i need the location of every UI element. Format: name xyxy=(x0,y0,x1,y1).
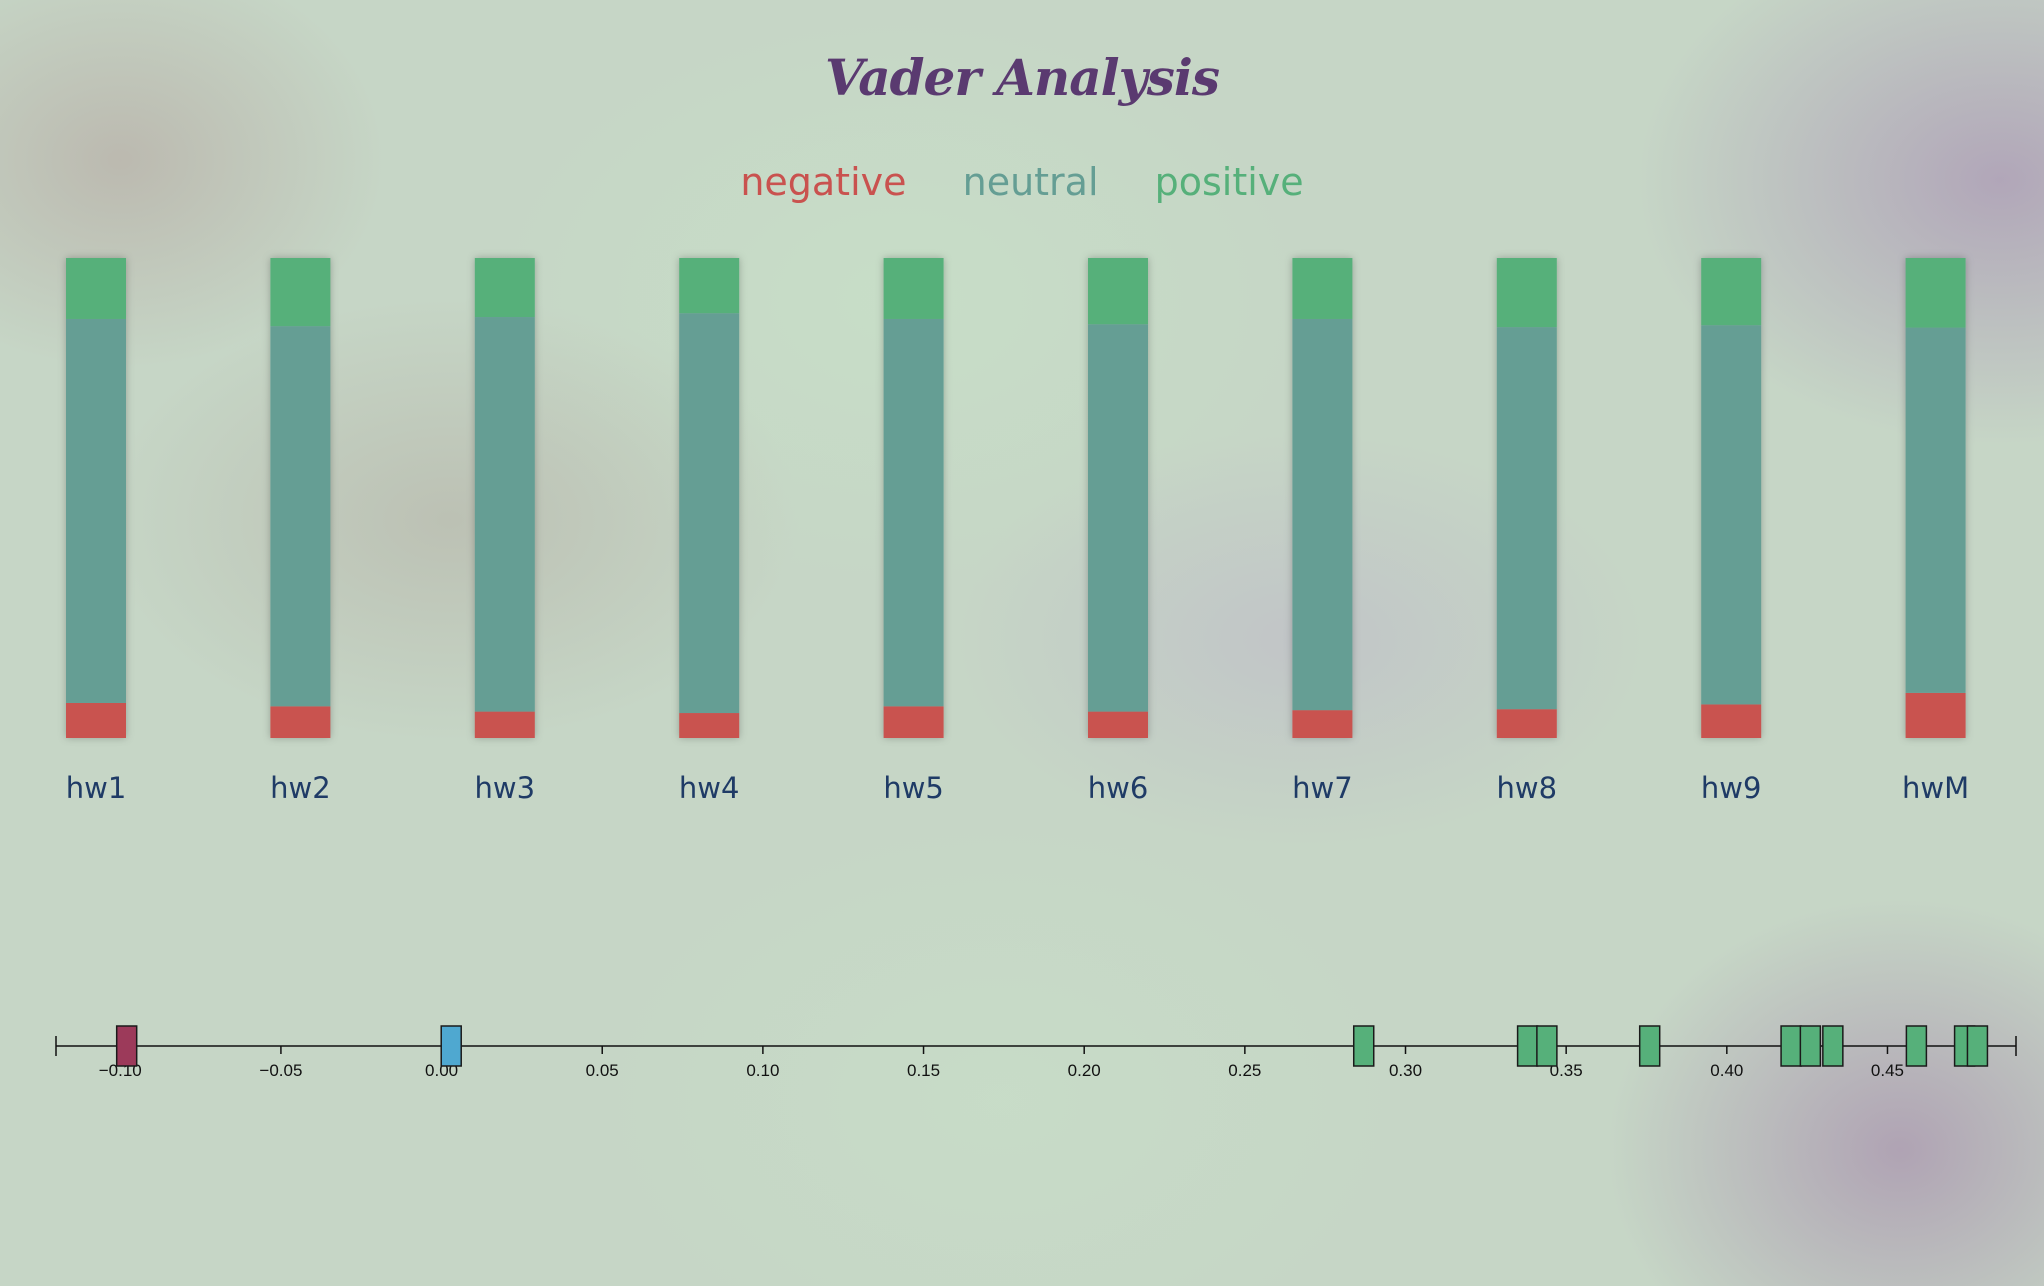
score-marker xyxy=(1516,1025,1539,1067)
bar-segment-neutral xyxy=(1292,318,1353,711)
bar-hw6 xyxy=(1088,258,1148,738)
category-label: hw4 xyxy=(679,771,740,805)
stacked-bar-chart: hw1 hw2 hw3 hw4 hw5 hw6 hw7 hw8 hw9 hwM xyxy=(66,258,1969,805)
bar-hw8 xyxy=(1496,258,1557,738)
bar-segment-neutral xyxy=(270,326,331,707)
tick-label: 0.20 xyxy=(1068,1061,1101,1080)
bar-hw5 xyxy=(883,258,944,738)
score-marker xyxy=(1352,1025,1375,1067)
score-marker xyxy=(1905,1025,1928,1067)
bar-segment-negative xyxy=(270,706,331,738)
bar-segment-neutral xyxy=(1088,324,1148,712)
score-marker xyxy=(1536,1025,1558,1067)
bar-segment-neutral xyxy=(66,318,126,703)
score-marker xyxy=(1799,1025,1822,1067)
score-marker xyxy=(1966,1025,1989,1067)
category-label: hw7 xyxy=(1292,771,1353,805)
bar-hw3 xyxy=(474,258,535,738)
bar-hw1 xyxy=(66,258,126,738)
bar-segment-positive xyxy=(270,258,331,327)
tick-label: 0.10 xyxy=(746,1061,779,1080)
bar-segment-positive xyxy=(679,258,740,314)
bar-segment-negative xyxy=(679,713,740,738)
score-marker xyxy=(115,1025,138,1067)
legend-negative: negative xyxy=(740,160,907,204)
bar-segment-negative xyxy=(474,711,535,738)
tick-label: 0.35 xyxy=(1550,1061,1583,1080)
bar-segment-positive xyxy=(66,258,126,319)
bar-segment-negative xyxy=(66,702,126,738)
bar-segment-neutral xyxy=(1496,327,1557,710)
tick-label: −0.05 xyxy=(259,1061,302,1080)
score-marker xyxy=(1638,1025,1661,1067)
bar-segment-positive xyxy=(1292,258,1353,319)
page-title: Vader Analysis xyxy=(824,48,1220,107)
bar-segment-positive xyxy=(1701,258,1762,326)
bar-hwM xyxy=(1905,258,1966,738)
tick-label: 0.25 xyxy=(1228,1061,1261,1080)
bar-segment-negative xyxy=(1496,709,1557,738)
bar-hw4 xyxy=(679,258,740,738)
legend: negative neutral positive xyxy=(0,160,2044,204)
bar-segment-negative xyxy=(1905,692,1966,738)
score-marker xyxy=(1822,1025,1844,1067)
bar-segment-negative xyxy=(1088,711,1148,738)
bar-segment-positive xyxy=(1905,258,1966,328)
bar-segment-neutral xyxy=(1905,327,1966,693)
bar-segment-positive xyxy=(1088,258,1148,325)
bar-hw9 xyxy=(1701,258,1762,738)
bar-segment-positive xyxy=(474,258,535,318)
tick-label: 0.05 xyxy=(586,1061,619,1080)
tick-label: 0.30 xyxy=(1389,1061,1422,1080)
category-label: hw8 xyxy=(1497,771,1558,805)
bar-segment-negative xyxy=(1292,710,1353,738)
category-label: hw1 xyxy=(66,771,127,805)
category-label: hw3 xyxy=(475,771,536,805)
bar-segment-neutral xyxy=(1701,325,1762,705)
category-label: hw2 xyxy=(270,771,331,805)
legend-positive: positive xyxy=(1154,160,1304,204)
bar-segment-positive xyxy=(883,258,944,319)
bar-hw2 xyxy=(270,258,331,738)
bar-segment-neutral xyxy=(679,313,740,714)
score-marker xyxy=(1780,1025,1802,1067)
category-label: hwM xyxy=(1902,771,1969,805)
score-marker xyxy=(440,1025,462,1067)
category-label: hw5 xyxy=(883,771,944,805)
bar-segment-negative xyxy=(1701,704,1762,738)
bar-segment-neutral xyxy=(474,317,535,712)
bar-segment-positive xyxy=(1496,258,1557,328)
tick-label: 0.40 xyxy=(1710,1061,1743,1080)
category-label: hw9 xyxy=(1701,771,1762,805)
tick-label: 0.15 xyxy=(907,1061,940,1080)
tick-label: 0.45 xyxy=(1871,1061,1904,1080)
bar-segment-neutral xyxy=(883,318,944,707)
bar-segment-negative xyxy=(883,706,944,738)
category-label: hw6 xyxy=(1088,771,1149,805)
legend-neutral: neutral xyxy=(962,160,1099,204)
bar-hw7 xyxy=(1292,258,1353,738)
